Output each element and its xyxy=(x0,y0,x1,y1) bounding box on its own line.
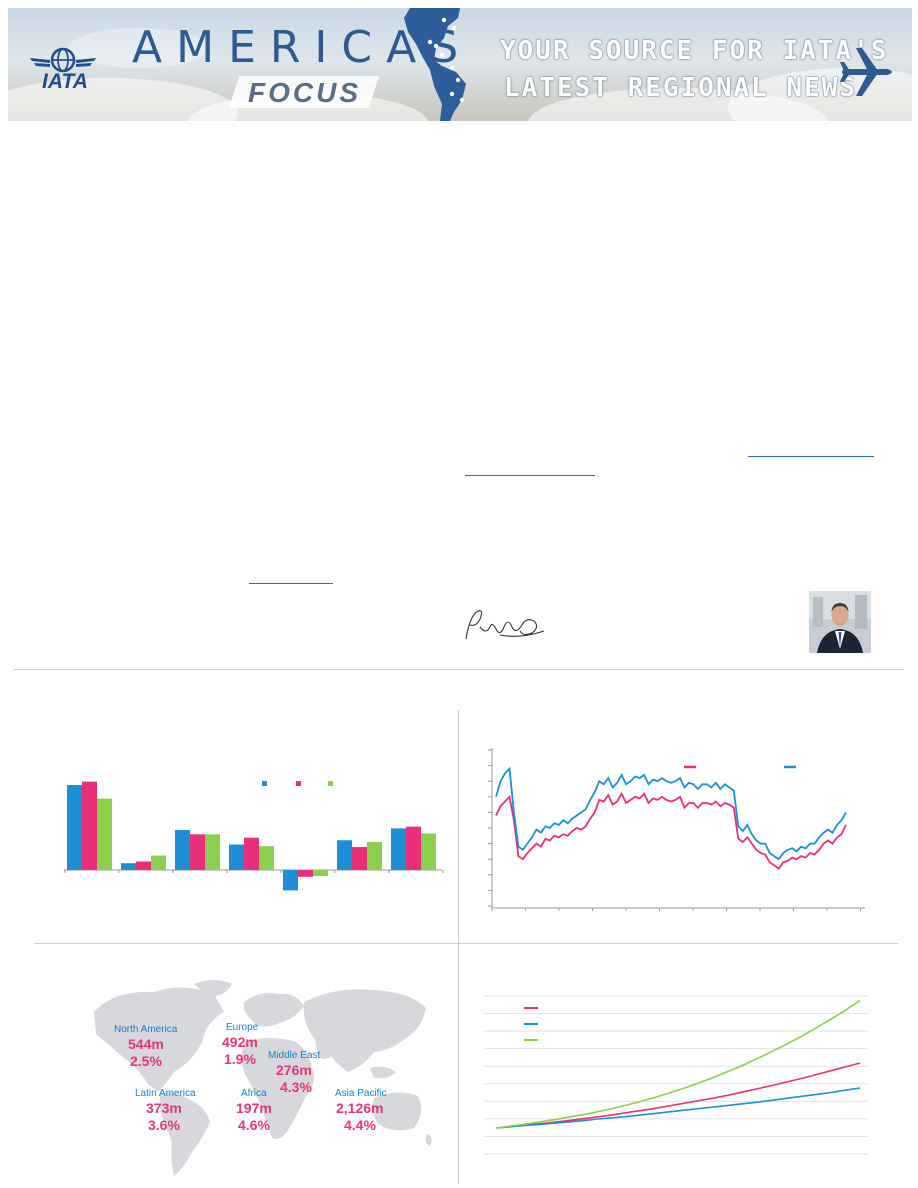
bar xyxy=(298,870,313,877)
bar xyxy=(367,841,382,870)
region-growth: 4.3% xyxy=(280,1079,312,1095)
bar xyxy=(421,833,436,870)
bar xyxy=(67,785,82,870)
region-name: Asia Pacific xyxy=(335,1088,387,1099)
bar xyxy=(151,855,166,870)
chart-legend xyxy=(524,1007,538,1041)
region-name: Middle East xyxy=(268,1050,321,1061)
author-photo xyxy=(809,591,871,653)
region-passengers: 2,126m xyxy=(336,1100,384,1116)
bar xyxy=(190,834,205,870)
airplane-icon xyxy=(840,48,892,96)
region-growth: 2.5% xyxy=(130,1053,162,1069)
region-growth: 4.4% xyxy=(344,1117,376,1133)
iata-logo-text: IATA xyxy=(42,70,88,93)
banner-subtitle: FOCUS xyxy=(248,77,361,108)
banner-tagline-line1: YOUR SOURCE FOR IATA'S xyxy=(500,36,889,66)
region-name: Africa xyxy=(241,1088,267,1099)
bar xyxy=(406,826,421,870)
bar xyxy=(175,830,190,870)
cloud xyxy=(68,28,208,68)
region-name: Europe xyxy=(226,1022,259,1033)
region-name: Latin America xyxy=(135,1088,196,1099)
region-growth: 1.9% xyxy=(224,1051,256,1067)
series-line xyxy=(495,999,861,1129)
bar xyxy=(352,847,367,870)
map-pin-icon xyxy=(427,17,465,103)
axis-ticks xyxy=(488,749,861,911)
bar xyxy=(97,798,112,870)
header-banner: IATA AMERICAS FOCUS YOUR SOURCE FOR IATA… xyxy=(8,8,912,121)
bar xyxy=(244,837,259,870)
article-link[interactable] xyxy=(748,456,874,457)
bar-chart xyxy=(64,781,444,891)
signature-image xyxy=(465,610,545,640)
bar xyxy=(259,846,274,870)
bar xyxy=(205,834,220,870)
legend-swatch xyxy=(262,781,267,786)
americas-map-icon xyxy=(404,8,466,121)
region-passengers: 276m xyxy=(276,1062,312,1078)
bar xyxy=(391,828,406,870)
article-link[interactable] xyxy=(249,583,333,584)
chart-legend xyxy=(262,781,333,786)
growth-line-chart xyxy=(484,995,868,1155)
series-line xyxy=(495,1062,861,1129)
bar xyxy=(337,840,352,870)
bar xyxy=(229,844,244,870)
globe-wings-icon xyxy=(30,47,96,73)
bar xyxy=(283,870,298,891)
line-chart xyxy=(488,748,865,911)
column-divider xyxy=(458,710,459,1184)
bar xyxy=(82,781,97,870)
legend-swatch xyxy=(296,781,301,786)
region-passengers: 197m xyxy=(236,1100,272,1116)
series-line xyxy=(495,1087,861,1129)
bar xyxy=(313,870,328,876)
legend-swatch xyxy=(328,781,333,786)
region-name: North America xyxy=(114,1024,178,1035)
region-passengers: 373m xyxy=(146,1100,182,1116)
section-divider xyxy=(34,943,898,944)
region-passengers: 544m xyxy=(128,1036,164,1052)
region-growth: 4.6% xyxy=(238,1117,270,1133)
region-growth: 3.6% xyxy=(148,1117,180,1133)
world-map xyxy=(94,980,432,1176)
banner-tagline-line2: LATEST REGIONAL NEWS xyxy=(504,73,858,103)
bar xyxy=(136,861,151,870)
series-line xyxy=(495,766,847,861)
gridlines xyxy=(484,995,868,1155)
article-link[interactable] xyxy=(465,475,595,476)
bar xyxy=(121,863,136,870)
section-divider xyxy=(14,669,904,670)
banner-title: AMERICAS xyxy=(132,22,473,73)
region-passengers: 492m xyxy=(222,1034,258,1050)
series-line xyxy=(495,791,847,870)
